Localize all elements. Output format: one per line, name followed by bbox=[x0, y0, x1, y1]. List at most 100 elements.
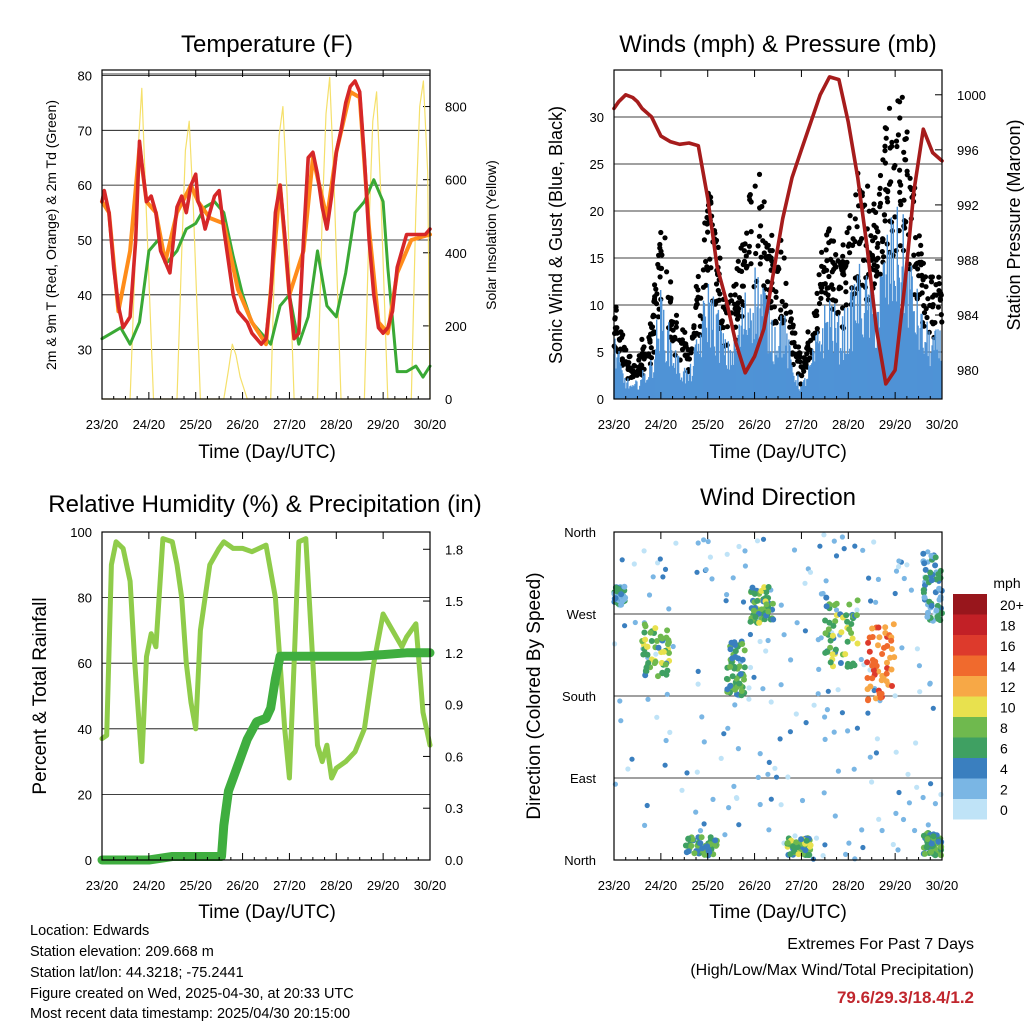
y-right-tick-label: 992 bbox=[957, 198, 979, 213]
direction-point bbox=[749, 584, 756, 591]
direction-point bbox=[845, 660, 851, 667]
gust-point bbox=[697, 332, 703, 338]
direction-point bbox=[867, 754, 873, 760]
y-right-tick-label: 1.8 bbox=[445, 542, 463, 557]
gust-point bbox=[790, 322, 796, 328]
direction-point bbox=[763, 648, 769, 654]
gust-point bbox=[662, 235, 668, 241]
gust-point bbox=[740, 242, 746, 248]
direction-point bbox=[869, 625, 876, 632]
gust-point bbox=[923, 306, 929, 312]
direction-point bbox=[794, 620, 800, 626]
direction-point bbox=[760, 686, 766, 692]
direction-point bbox=[922, 566, 929, 573]
direction-point bbox=[642, 636, 649, 643]
y-right-tick-label: 1.2 bbox=[445, 646, 463, 661]
colorbar-swatch bbox=[953, 696, 987, 717]
direction-point bbox=[843, 612, 850, 619]
direction-point bbox=[864, 659, 871, 666]
direction-point bbox=[648, 638, 655, 644]
direction-point bbox=[722, 832, 728, 838]
direction-point bbox=[892, 693, 898, 699]
direction-point bbox=[932, 801, 939, 807]
gust-point bbox=[936, 274, 942, 280]
gust-point bbox=[617, 337, 623, 343]
direction-point bbox=[645, 696, 651, 702]
gust-point bbox=[938, 312, 944, 318]
x-tick-label: 28/20 bbox=[832, 878, 865, 893]
gust-point bbox=[642, 354, 648, 360]
precip-line bbox=[97, 648, 435, 865]
direction-point bbox=[747, 618, 754, 625]
direction-point bbox=[709, 576, 715, 582]
gust-point bbox=[854, 224, 860, 230]
gust-point bbox=[916, 233, 922, 239]
gust-point bbox=[743, 253, 749, 259]
direction-point bbox=[707, 554, 714, 560]
direction-point bbox=[729, 655, 736, 662]
direction-point bbox=[865, 639, 872, 646]
gust-point bbox=[871, 201, 877, 207]
x-tick-label: 29/20 bbox=[367, 417, 400, 432]
gust-point bbox=[843, 302, 849, 308]
gust-point bbox=[650, 312, 657, 318]
x-tick-label: 23/20 bbox=[598, 417, 631, 432]
direction-point bbox=[860, 547, 866, 553]
x-axis-label: Time (Day/UTC) bbox=[198, 902, 336, 923]
direction-point bbox=[854, 597, 861, 604]
direction-point bbox=[874, 736, 881, 742]
direction-point bbox=[896, 789, 902, 796]
gust-point bbox=[646, 334, 652, 340]
direction-point bbox=[869, 779, 875, 785]
direction-point bbox=[734, 691, 740, 698]
gust-point bbox=[652, 282, 658, 288]
direction-point bbox=[935, 838, 942, 845]
direction-point bbox=[841, 546, 847, 552]
gust-point bbox=[744, 263, 750, 269]
direction-point bbox=[747, 664, 754, 671]
direction-point bbox=[726, 805, 732, 811]
colorbar-swatch bbox=[953, 737, 987, 758]
direction-point bbox=[662, 566, 669, 573]
direction-point bbox=[618, 591, 625, 598]
gust-point bbox=[928, 274, 934, 280]
direction-point bbox=[751, 674, 757, 680]
direction-point bbox=[611, 595, 618, 602]
direction-point bbox=[653, 651, 659, 657]
direction-point bbox=[704, 843, 711, 850]
direction-point bbox=[924, 836, 931, 842]
direction-point bbox=[710, 796, 716, 803]
gust-point bbox=[673, 324, 679, 330]
rh-precip-panel: Relative Humidity (%) & Precipitation (i… bbox=[30, 491, 482, 923]
direction-point bbox=[660, 648, 667, 655]
direction-point bbox=[830, 622, 837, 629]
direction-point bbox=[831, 729, 837, 735]
y-tick-label: 30 bbox=[590, 110, 604, 125]
gust-point bbox=[873, 209, 879, 215]
gust-point bbox=[647, 321, 654, 327]
direction-point bbox=[683, 849, 690, 856]
gust-point bbox=[716, 297, 722, 303]
gust-point bbox=[819, 263, 825, 269]
direction-point bbox=[787, 729, 794, 735]
gust-point bbox=[715, 244, 721, 250]
gust-point bbox=[783, 310, 789, 316]
direction-point bbox=[823, 594, 830, 601]
gust-point bbox=[757, 205, 763, 211]
gust-point bbox=[761, 250, 767, 256]
direction-point bbox=[761, 584, 768, 591]
direction-point bbox=[817, 543, 823, 549]
gust-point bbox=[886, 105, 893, 111]
gust-point bbox=[744, 230, 750, 236]
wind-bars bbox=[613, 206, 942, 399]
direction-point bbox=[843, 851, 849, 858]
plot-border bbox=[613, 531, 943, 861]
gust-point bbox=[771, 304, 778, 310]
direction-point bbox=[835, 687, 841, 693]
gust-point bbox=[935, 304, 942, 310]
direction-point bbox=[705, 538, 711, 545]
direction-point bbox=[731, 783, 737, 790]
gust-point bbox=[885, 189, 891, 195]
direction-point bbox=[735, 746, 742, 752]
direction-point bbox=[923, 844, 930, 851]
